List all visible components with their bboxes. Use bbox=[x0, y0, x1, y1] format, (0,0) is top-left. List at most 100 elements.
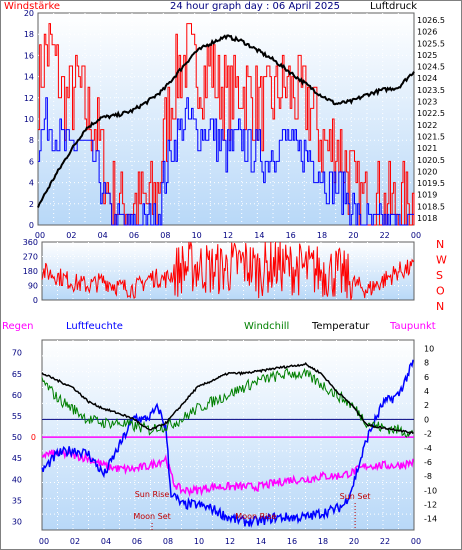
wind-tick-label: 4 bbox=[29, 179, 34, 188]
direction-tick-label: 270 bbox=[23, 253, 38, 262]
pressure-tick-label: 1023.5 bbox=[417, 86, 445, 95]
temp-tick-label: -12 bbox=[424, 500, 437, 509]
wind-tick-label: 8 bbox=[29, 136, 34, 145]
pressure-tick-label: 1023 bbox=[417, 98, 437, 107]
astro-annotation: Sun Rise bbox=[135, 490, 170, 499]
x-tick-label: 22 bbox=[380, 231, 390, 240]
dewpoint-label: Taupunkt bbox=[390, 321, 436, 332]
astro-annotation: Moon Set bbox=[133, 512, 170, 521]
wind-tick-label: 14 bbox=[24, 73, 34, 82]
temp-tick-label: 8 bbox=[424, 359, 429, 368]
humidity-tick-label: 65 bbox=[12, 370, 22, 379]
temp-tick-label: -10 bbox=[424, 486, 437, 495]
direction-tick-label: 90 bbox=[28, 282, 38, 291]
compass-label: S bbox=[436, 269, 443, 282]
pressure-tick-label: 1025 bbox=[417, 51, 437, 60]
pressure-tick-label: 1020.5 bbox=[417, 156, 445, 165]
humidity-tick-label: 50 bbox=[12, 433, 22, 442]
direction-series-line bbox=[41, 241, 415, 301]
humidity-tick-label: 30 bbox=[12, 518, 22, 527]
wind-tick-label: 2 bbox=[29, 200, 34, 209]
humidity-tick-label: 45 bbox=[12, 454, 22, 463]
x-tick-label: 12 bbox=[225, 537, 235, 546]
x-tick-label: 06 bbox=[132, 537, 142, 546]
x-tick-label: 14 bbox=[254, 231, 264, 240]
pressure-tick-label: 1022.5 bbox=[417, 109, 445, 118]
compass-label: O bbox=[436, 285, 445, 298]
humidity-label: Luftfeuchte bbox=[66, 321, 123, 332]
temp-tick-label: -4 bbox=[424, 444, 432, 453]
wind-tick-label: 20 bbox=[24, 9, 34, 18]
windchill-series-line bbox=[41, 367, 414, 438]
x-tick-label: 00 bbox=[411, 537, 421, 546]
x-tick-label: 00 bbox=[35, 231, 45, 240]
x-tick-label: 12 bbox=[223, 231, 233, 240]
x-tick-label: 20 bbox=[348, 231, 358, 240]
temperature-series-line bbox=[41, 361, 414, 435]
pressure-series-line bbox=[37, 34, 415, 208]
temp-tick-label: 6 bbox=[424, 373, 429, 382]
compass-label: N bbox=[436, 238, 444, 251]
wind-tick-label: 0 bbox=[29, 221, 34, 230]
pressure-tick-label: 1021 bbox=[417, 144, 437, 153]
pressure-tick-label: 1024 bbox=[417, 74, 437, 83]
x-tick-label: 04 bbox=[98, 231, 108, 240]
x-tick-label: 16 bbox=[286, 231, 296, 240]
windchill-label: Windchill bbox=[244, 321, 290, 332]
x-tick-label: 02 bbox=[66, 231, 76, 240]
pressure-tick-label: 1020 bbox=[417, 167, 437, 176]
rain-zero-label: 0 bbox=[31, 433, 36, 442]
temp-tick-label: 0 bbox=[424, 415, 429, 424]
temp-tick-label: -2 bbox=[424, 430, 432, 439]
pressure-tick-label: 1025.5 bbox=[417, 39, 445, 48]
humidity-tick-label: 60 bbox=[12, 391, 22, 400]
pressure-tick-label: 1022 bbox=[417, 121, 437, 130]
pressure-tick-label: 1019 bbox=[417, 191, 437, 200]
humidity-tick-label: 40 bbox=[12, 475, 22, 484]
wind-axis-title: Windstärke bbox=[4, 1, 61, 12]
gust-series-line bbox=[38, 97, 414, 226]
direction-tick-label: 180 bbox=[23, 267, 38, 276]
x-tick-label: 00 bbox=[39, 537, 49, 546]
x-tick-label: 08 bbox=[163, 537, 173, 546]
x-tick-label: 14 bbox=[256, 537, 266, 546]
temp-tick-label: 10 bbox=[424, 345, 434, 354]
pressure-tick-label: 1026 bbox=[417, 28, 437, 37]
x-tick-label: 10 bbox=[192, 231, 202, 240]
x-tick-label: 08 bbox=[160, 231, 170, 240]
x-tick-label: 00 bbox=[411, 231, 421, 240]
x-tick-label: 18 bbox=[318, 537, 328, 546]
pressure-tick-label: 1018 bbox=[417, 214, 437, 223]
pressure-tick-label: 1024.5 bbox=[417, 63, 445, 72]
wind-tick-label: 6 bbox=[29, 157, 34, 166]
x-tick-label: 18 bbox=[317, 231, 327, 240]
chart-title: 24 hour graph day : 06 April 2025 bbox=[170, 1, 340, 12]
x-tick-label: 06 bbox=[129, 231, 139, 240]
x-tick-label: 02 bbox=[70, 537, 80, 546]
pressure-tick-label: 1026.5 bbox=[417, 16, 445, 25]
rain-label: Regen bbox=[2, 321, 34, 332]
x-tick-label: 22 bbox=[380, 537, 390, 546]
direction-tick-label: 0 bbox=[33, 296, 38, 305]
x-tick-label: 16 bbox=[287, 537, 297, 546]
pressure-axis-title: Luftdruck bbox=[370, 1, 418, 12]
pressure-tick-label: 1019.5 bbox=[417, 179, 445, 188]
direction-tick-label: 360 bbox=[23, 238, 38, 247]
x-tick-label: 10 bbox=[194, 537, 204, 546]
pressure-tick-label: 1021.5 bbox=[417, 132, 445, 141]
temp-tick-label: -6 bbox=[424, 458, 432, 467]
dewpoint-series-line bbox=[41, 447, 414, 498]
astro-annotation: Sun Set bbox=[340, 492, 371, 501]
temp-tick-label: 2 bbox=[424, 401, 429, 410]
wind-tick-label: 10 bbox=[24, 115, 34, 124]
pressure-tick-label: 1018.5 bbox=[417, 202, 445, 211]
compass-label: W bbox=[436, 254, 447, 267]
x-tick-label: 20 bbox=[349, 537, 359, 546]
wind-tick-label: 18 bbox=[24, 30, 34, 39]
compass-label: N bbox=[436, 300, 444, 313]
astro-annotation: Moon Rise bbox=[235, 512, 276, 521]
humidity-series-line bbox=[41, 359, 414, 529]
humidity-tick-label: 55 bbox=[12, 412, 22, 421]
x-tick-label: 04 bbox=[101, 537, 111, 546]
